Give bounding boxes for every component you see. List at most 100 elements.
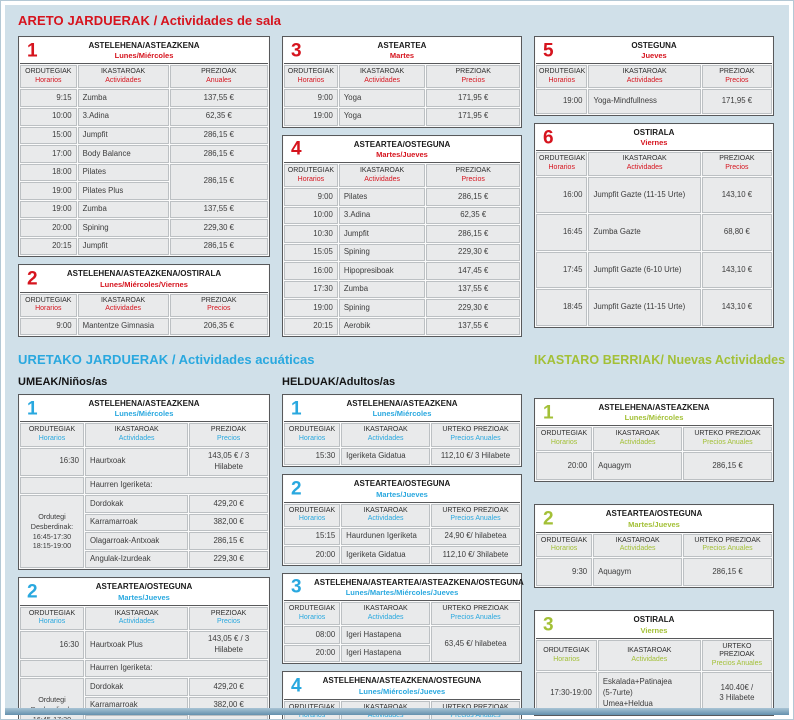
table-row: 17:30 Zumba 137,55 € (284, 280, 520, 299)
column-header-basque: IKASTAROAK (363, 426, 408, 434)
column-header-spanish: Precios Anuales (450, 515, 501, 523)
cell-act: Aerobik (338, 317, 426, 336)
column-header-basque: IKASTAROAK (622, 155, 667, 163)
table-row: 10:00 3.Adina 62,35 € (20, 107, 268, 126)
cell-time: 20:00 (20, 219, 77, 237)
table-row: 20:00 Spining 229,30 € (20, 219, 268, 237)
cell-price: 143,10 € (701, 176, 772, 214)
column-header-spanish: Precios (461, 175, 485, 183)
column-header-basque: URTEKO PREZIOAK (694, 430, 761, 438)
table-days: ASTELEHENA/ASTEARTEA/ASTEAZKENA/OSTEGUNA… (314, 578, 524, 597)
cell-act: Dordokak (84, 678, 189, 696)
column-header-basque: IKASTAROAK (627, 646, 672, 654)
cell-act: Spining (338, 243, 426, 262)
column-header-basque: ORDUTEGIAK (539, 155, 586, 163)
column-header-spanish: Actividades (626, 77, 663, 85)
cell-time: 15:00 (20, 126, 77, 145)
table-number: 1 (291, 398, 302, 420)
cell-time: 19:00 (284, 299, 338, 317)
column-header-spanish: Horarios (298, 515, 326, 523)
column-header-spanish: Precios Anuales (450, 712, 501, 720)
table-header: 1 ASTELEHENA/ASTEAZKENA Lunes/Miércoles (20, 37, 268, 65)
column-header-spanish: Actividades (105, 77, 141, 85)
table-row: 16:45 Zumba Gazte 68,80 € (536, 214, 772, 251)
table-row: 19:00 Zumba 137,55 € (20, 200, 268, 219)
table-header: 1 ASTELEHENA/ASTEAZKENA Lunes/Miércoles (20, 396, 268, 423)
column-header-basque: PREZIOAK (210, 426, 247, 434)
cell-act: Eskalada+Patinajea (5-7urte) Umea+Heldua (597, 672, 701, 715)
column-header-basque: IKASTAROAK (615, 536, 660, 544)
table-row: 9:30 Aquagym 286,15 € (536, 557, 772, 587)
table-days: ASTELEHENA/ASTEAZKENA Lunes/Miércoles (566, 403, 742, 422)
column-header-spanish: Precios (461, 77, 485, 85)
cell-act: 3.Adina (338, 206, 426, 225)
cell-act: Igeriketa Gidatua (341, 447, 431, 466)
days-basque: ASTELEHENA/ASTEAZKENA (88, 399, 200, 409)
cell-act: Zumba (77, 89, 169, 107)
column-header-basque: IKASTAROAK (100, 68, 146, 76)
days-basque: ASTEARTEA/OSTEGUNA (95, 582, 193, 592)
table-header-row: 3 ASTEARTEA Martes (284, 37, 520, 65)
table-row: 20:00 Igeri Hastapena (284, 644, 520, 663)
cell-price: 62,35 € (426, 206, 520, 225)
column-header-basque: IKASTAROAK (114, 426, 159, 434)
table-header: 3 ASTELEHENA/ASTEARTEA/ASTEAZKENA/OSTEGUN… (284, 574, 524, 602)
schedule-table-ikastaro-1: 1 ASTELEHENA/ASTEAZKENA Lunes/Miércoles ORD… (534, 398, 774, 483)
column-header-basque: URTEKO PREZIOAK (719, 642, 755, 659)
cell-price: 171,95 € (426, 107, 520, 126)
cell-time: 15:15 (284, 527, 341, 546)
cell-price: 62,35 € (169, 107, 268, 126)
cell-act: Igeri Hastapena (341, 644, 431, 663)
cell-price: 286,15 € (169, 126, 268, 145)
table-days: ASTEARTEA/OSTEGUNA Martes/Jueves (314, 479, 490, 498)
table-header: 2 ASTEARTEA/OSTEGUNA Martes/Jueves (20, 579, 268, 606)
table-header-row: 3 OSTIRALA Viernes (536, 612, 772, 639)
column-header-spanish: Actividades (367, 712, 404, 720)
column-header-spanish: Precios Anuales (702, 439, 753, 447)
table-days: OSTIRALA Viernes (566, 615, 742, 634)
column-header-spanish: Actividades (626, 164, 663, 172)
cell-act: Pilates (77, 163, 169, 182)
table-row: 20:15 Aerobik 137,55 € (284, 317, 520, 336)
cell-act: Jumpfit Gazte (11-15 Urte) (588, 289, 701, 326)
column-header-basque: ORDUTEGIAK (288, 426, 336, 434)
column-header-spanish: Precios (207, 305, 231, 313)
column-header-spanish: Precios (216, 435, 241, 443)
column-header-spanish: Actividades (118, 618, 155, 626)
column-header-spanish: Horarios (38, 435, 66, 443)
days-spanish: Lunes/Miércoles (114, 51, 174, 61)
cell-act: Zumba (77, 200, 169, 219)
column-header-basque: ORDUTEGIAK (539, 68, 586, 76)
cell-act: Igeri Hastapena (341, 626, 431, 644)
section-heading-nuevas: IKASTARO BERRIAK/ Nuevas Actividades (534, 353, 785, 368)
column-header-basque: PREZIOAK (719, 68, 755, 76)
cell-act: Jumpfit Gazte (11-15 Urte) (588, 176, 701, 214)
cell-price: 286,15 € (683, 557, 772, 587)
table-header-row: 4 ASTELEHENA/ASTEAZKENA/OSTEGUNA Lunes/Mié… (284, 673, 520, 700)
column-header-spanish: Horarios (298, 712, 326, 720)
cell-price: 143,10 € (701, 289, 772, 326)
cell-act: Jumpfit (77, 126, 169, 145)
column-header-row: ORDUTEGIAK Horarios IKASTAROAK Actividades P… (20, 293, 268, 317)
column-header-row: ORDUTEGIAK Horarios IKASTAROAK Actividades P… (536, 65, 772, 89)
column-header-spanish: Horarios (35, 77, 62, 85)
column-header-spanish: Actividades (364, 77, 400, 85)
column-header-basque: IKASTAROAK (114, 609, 159, 617)
cell-act: Karramarroak (84, 513, 189, 532)
table-row: 20:00 Aquagym 286,15 € (536, 451, 772, 481)
table-row: 15:05 Spining 229,30 € (284, 243, 520, 262)
column-header-spanish: Horarios (38, 618, 66, 626)
column-header-basque: ORDUTEGIAK (28, 426, 76, 434)
schedule-table-areto-5: 5 OSTEGUNA Jueves ORDUTEGIAK Horarios IKASTAR… (534, 35, 774, 116)
column-header-price: PREZIOAK Precios (701, 152, 772, 176)
